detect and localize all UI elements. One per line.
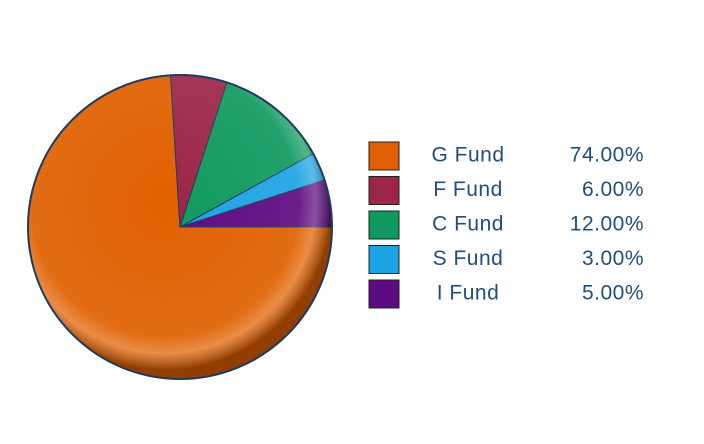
legend: G Fund 74.00% F Fund 6.00% C Fund 12.00% S Fun… xyxy=(368,141,644,309)
pie xyxy=(27,74,333,380)
legend-value: 12.00% xyxy=(570,213,644,236)
legend-value: 3.00% xyxy=(582,247,644,270)
legend-label: C Fund xyxy=(432,213,504,236)
legend-swatch xyxy=(368,245,400,274)
legend-swatch xyxy=(368,176,400,205)
legend-value: 6.00% xyxy=(582,178,644,201)
legend-swatch xyxy=(368,210,400,240)
legend-value: 74.00% xyxy=(570,144,644,167)
legend-label: I Fund xyxy=(437,282,500,305)
legend-value: 5.00% xyxy=(582,282,644,305)
legend-label: F Fund xyxy=(433,178,503,201)
legend-swatch xyxy=(368,141,400,171)
legend-swatch xyxy=(368,279,400,309)
legend-label: G Fund xyxy=(431,144,504,167)
legend-label: S Fund xyxy=(433,247,504,270)
